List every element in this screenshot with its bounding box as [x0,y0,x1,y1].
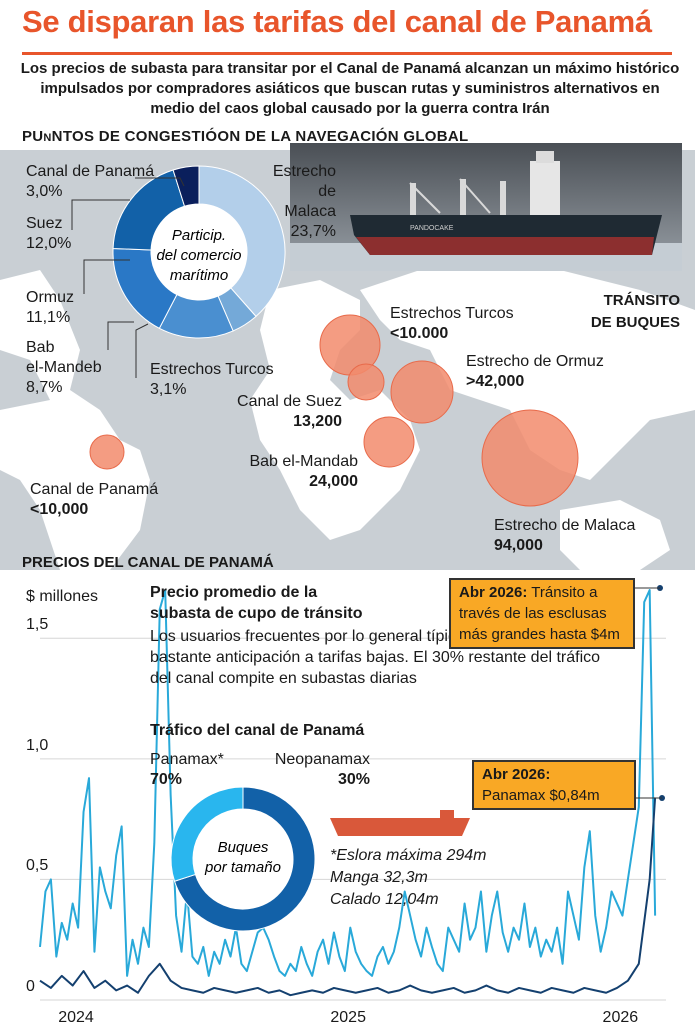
bubble-malaca [481,409,579,507]
vessel-size-slice-1 [170,786,244,882]
price-heading: Precio promedio de la subasta de cupo de… [150,584,363,622]
x-tick-1: 2025 [330,1009,366,1024]
title-rule [22,52,672,55]
price-line-chart: 2024 2025 2026 Buques por tamaño [39,585,666,1024]
share-malaca: Estrecho de Malaca 23,7% [272,163,336,240]
label-neopanamax: Neopanamax 30% [274,751,370,788]
section-transit-line1: TRÁNSITO [603,292,680,309]
callout-neopanamax: Abr 2026: Tránsito a través de las esclu… [449,578,635,649]
donut2-center-2: por tamaño [204,859,281,876]
x-tick-2: 2026 [603,1009,639,1024]
trade-share-donut: Particip. del comercio marítimo [71,165,286,378]
bubble-ormuz [390,360,454,424]
ship-specs: *Eslora máxima 294m Manga 32,3m Calado 1… [330,847,487,908]
subtitle: Los precios de subasta para transitar po… [20,60,680,117]
donut1-center-3: marítimo [170,267,228,284]
section-prices: PRECIOS DEL CANAL DE PANAMÁ [22,554,274,571]
donut1-center-1: Particip. [172,227,226,244]
label-bab: Bab el-Mandab 24,000 [249,453,358,490]
share-ormuz: Ormuz 11,1% [26,289,74,326]
y-tick-3: 1,5 [26,616,49,634]
ship-photo: PANDOCAKE [290,143,682,271]
bubble-suez [347,363,385,401]
label-panamax: Panamax* 70% [150,751,224,788]
bubble-panama [89,434,125,470]
y-axis-title: $ millones [26,588,99,605]
y-tick-1: 0,5 [26,857,49,875]
share-bab: Bab el-Mandeb 8,7% [26,339,102,396]
ship-name: PANDOCAKE [410,225,454,232]
donut1-center-2: del comercio [156,247,241,264]
series-panamax-line [39,797,657,997]
share-turcos: Estrechos Turcos 3,1% [150,361,274,398]
series-neopanamax-line [39,589,657,977]
ship-icon-bridge [440,810,454,818]
label-ormuz: Estrecho de Ormuz >42,000 [466,353,604,390]
share-panama: Canal de Panamá 3,0% [26,163,155,200]
x-tick-0: 2024 [58,1009,94,1024]
label-turcos: Estrechos Turcos <10.000 [390,305,514,342]
label-malaca: Estrecho de Malaca 94,000 [494,517,636,554]
section-congestion: PUnNTOS DE CONGESTIÓON DE LA NAVEGACIÓN … [22,128,469,145]
y-tick-2: 1,0 [26,736,49,754]
bubble-bab [363,416,415,468]
ship-icon [330,818,470,836]
traffic-heading: Tráfico del canal de Panamá [150,722,365,739]
donut2-center-1: Buques [218,839,269,856]
y-tick-0: 0 [26,978,35,995]
callout-panamax: Abr 2026: Panamax $0,84m [472,760,636,810]
section-transit: TRÁNSITO DE BUQUES [560,290,680,334]
label-panama: Canal de Panamá <10,000 [30,481,159,518]
page-title: Se disparan las tarifas del canal de Pan… [22,4,652,39]
share-suez: Suez 12,0% [26,215,72,252]
label-suez: Canal de Suez 13,200 [237,393,342,430]
section-transit-line2: DE BUQUES [590,314,680,331]
